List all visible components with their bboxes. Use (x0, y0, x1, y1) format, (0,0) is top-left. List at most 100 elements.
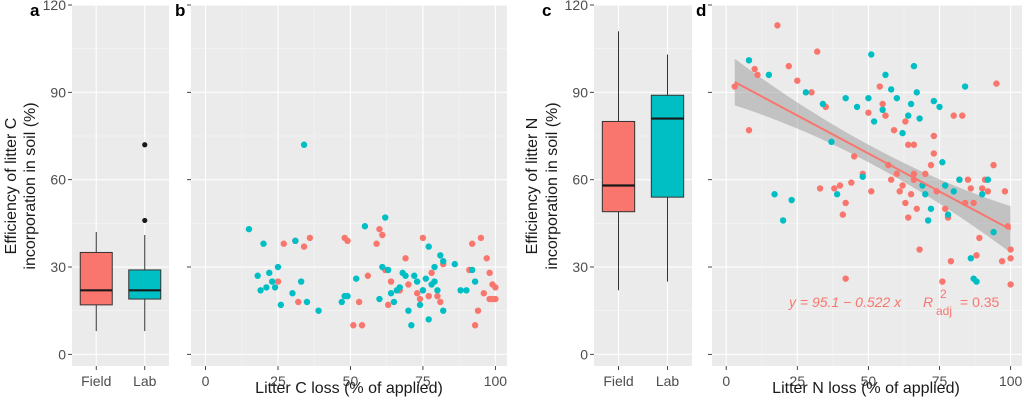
panel-b-xlabel: Litter C loss (% of applied) (255, 380, 443, 397)
panel-d-scatter: 0 25 50 75 100 Litter N loss (% of applied) … (696, 1, 1023, 397)
data-point (274, 263, 282, 271)
data-point (936, 103, 943, 111)
data-point (274, 278, 282, 285)
data-point (967, 255, 975, 262)
data-point (774, 22, 781, 29)
data-point (993, 80, 1000, 87)
data-point (425, 316, 432, 323)
data-point (384, 266, 392, 274)
data-point (745, 126, 753, 134)
data-point (431, 278, 438, 285)
data-point (924, 217, 932, 224)
data-point (944, 211, 952, 218)
data-point (419, 287, 427, 294)
data-point (893, 94, 901, 102)
data-point (831, 185, 838, 192)
data-point (842, 275, 849, 282)
data-point (754, 71, 761, 79)
data-point (1001, 188, 1009, 195)
x-tick-label: 25 (270, 373, 286, 389)
data-point (853, 103, 861, 111)
panel-a-tag: a (30, 1, 40, 20)
data-point (474, 307, 482, 314)
data-point (422, 275, 430, 282)
panel-b-axes: 0 25 50 75 100 (187, 4, 508, 389)
data-point (922, 170, 929, 178)
outlier-point (142, 142, 148, 148)
data-point (839, 211, 847, 218)
panel-d-xlabel: Litter N loss (% of applied) (772, 380, 960, 397)
panel-d-background (712, 5, 1022, 366)
data-point (916, 246, 923, 253)
data-point (765, 71, 773, 79)
data-point (425, 292, 432, 300)
x-tick-label: 100 (484, 373, 508, 389)
data-point (779, 217, 787, 224)
data-point (416, 295, 424, 303)
box-lab (128, 142, 162, 332)
data-point (851, 153, 858, 160)
data-point (950, 112, 957, 119)
series-lab (245, 141, 479, 329)
data-point (390, 298, 398, 306)
data-point (344, 237, 351, 245)
data-point (990, 228, 997, 236)
data-point (902, 199, 909, 207)
data-point (469, 240, 476, 247)
data-point (930, 97, 938, 105)
panel-c-ylabel-line2: incorporation in soil (%) (544, 102, 561, 269)
data-point (970, 199, 977, 207)
data-point (731, 83, 738, 90)
data-point (373, 240, 380, 247)
data-point (836, 182, 844, 189)
x-tick-label: 75 (415, 373, 431, 389)
y-tick-label: 60 (50, 172, 66, 188)
data-point (257, 287, 264, 294)
data-point (859, 173, 866, 180)
data-point (268, 278, 276, 285)
x-tick-label: 0 (722, 373, 730, 389)
data-point (947, 257, 955, 265)
panel-b-tag: b (175, 1, 185, 20)
data-point (939, 278, 946, 285)
iqr-box (601, 120, 636, 213)
data-point (910, 170, 918, 178)
series-field (731, 22, 1014, 288)
x-tick-label: Field (603, 373, 633, 389)
data-point (350, 322, 357, 329)
y-tick-label: 90 (50, 84, 66, 100)
data-point (260, 240, 267, 247)
data-point (828, 138, 835, 146)
data-point (771, 191, 778, 198)
data-point (416, 301, 424, 309)
data-point (899, 182, 906, 189)
x-tick-label: 50 (861, 373, 877, 389)
data-point (984, 176, 992, 183)
data-point (489, 281, 496, 288)
data-point (913, 205, 920, 212)
data-point (434, 287, 441, 294)
data-point (306, 234, 314, 242)
data-point (266, 269, 273, 277)
data-point (437, 298, 444, 306)
data-point (451, 260, 459, 268)
data-point (959, 112, 966, 119)
data-point (978, 185, 986, 192)
data-point (338, 298, 345, 306)
data-point (973, 252, 980, 259)
data-point (998, 257, 1006, 265)
data-point (907, 100, 915, 108)
data-point (280, 240, 287, 247)
panel-d-points (731, 22, 1014, 288)
data-point (315, 307, 322, 314)
data-point (879, 106, 886, 114)
panel-a-ylabel-line2: incorporation in soil (%) (22, 102, 39, 269)
data-point (405, 307, 412, 314)
data-point (927, 205, 935, 212)
data-point (899, 129, 906, 137)
data-point (277, 301, 285, 309)
data-point (930, 150, 938, 157)
data-point (431, 263, 438, 271)
data-point (457, 287, 464, 294)
